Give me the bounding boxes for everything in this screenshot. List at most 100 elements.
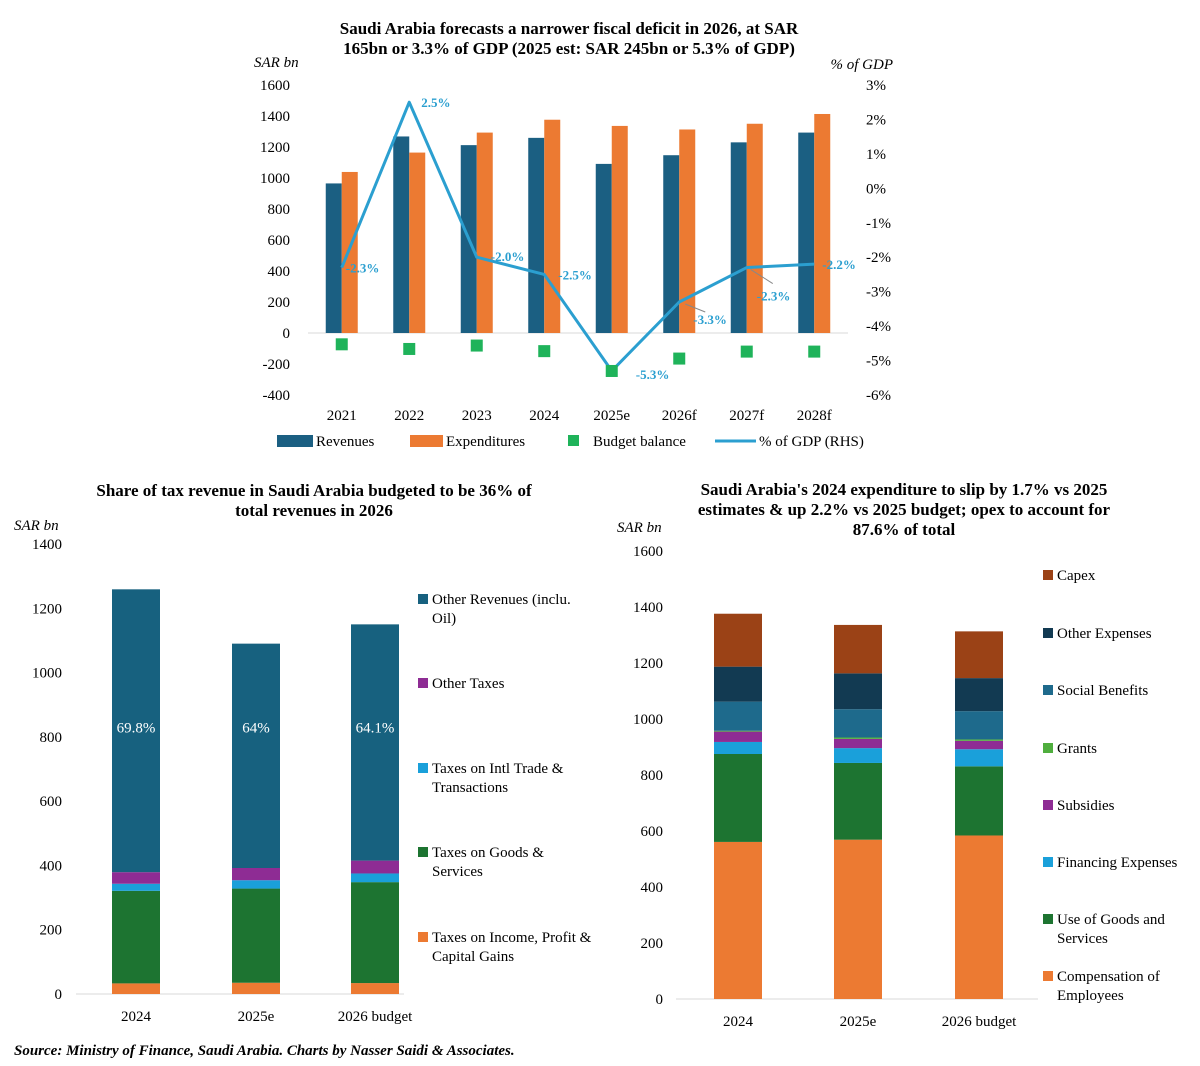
chart2-segment-intl-trade bbox=[112, 883, 160, 891]
fiscal-deficit-chart: Saudi Arabia forecasts a narrower fiscal… bbox=[254, 19, 893, 450]
chart3-legend-swatch bbox=[1043, 743, 1053, 753]
chart2-y-axis-unit: SAR bn bbox=[14, 518, 59, 534]
chart2-y-tick-label: 600 bbox=[40, 794, 63, 810]
chart1-expenditure-bar bbox=[814, 113, 831, 333]
chart3-segment-use-goods bbox=[714, 754, 762, 842]
chart1-label-leader bbox=[685, 303, 706, 313]
chart2-legend-swatch bbox=[418, 763, 428, 773]
chart1-x-tick-label: 2026f bbox=[662, 408, 697, 424]
chart2-legend-label: Transactions bbox=[432, 780, 508, 796]
chart1-expenditure-bar bbox=[409, 152, 426, 333]
chart1-expenditure-bar bbox=[476, 132, 493, 333]
legend-revenues-label: Revenues bbox=[316, 434, 374, 450]
chart1-title-line: 165bn or 3.3% of GDP (2025 est: SAR 245b… bbox=[343, 39, 795, 58]
chart3-y-tick-label: 400 bbox=[641, 880, 664, 896]
chart1-gdp-data-label: -2.2% bbox=[822, 257, 856, 272]
chart1-y-tick-label: 400 bbox=[268, 264, 291, 280]
chart2-y-tick-label: 200 bbox=[40, 923, 63, 939]
chart2-x-tick-label: 2025e bbox=[238, 1009, 275, 1025]
chart1-revenue-bar bbox=[528, 137, 545, 333]
chart3-legend-label: Capex bbox=[1057, 568, 1096, 584]
chart1-label-leader bbox=[750, 269, 774, 284]
chart1-revenue-bar bbox=[798, 132, 815, 333]
chart3-y-tick-label: 1200 bbox=[633, 656, 663, 672]
chart3-title-line: 87.6% of total bbox=[853, 520, 956, 539]
chart1-x-tick-label: 2024 bbox=[529, 408, 560, 424]
chart3-segment-financing bbox=[834, 748, 882, 763]
chart1-x-tick-label: 2022 bbox=[394, 408, 424, 424]
chart3-segment-grants bbox=[955, 739, 1003, 741]
chart1-y2-tick-label: -6% bbox=[866, 388, 891, 404]
chart1-budget-balance-marker bbox=[470, 339, 483, 352]
chart1-gdp-data-label: -2.0% bbox=[491, 249, 525, 264]
chart1-budget-balance-marker bbox=[740, 345, 753, 358]
chart3-legend-swatch bbox=[1043, 570, 1053, 580]
chart3-legend-label: Social Benefits bbox=[1057, 683, 1148, 699]
chart3-legend-swatch bbox=[1043, 914, 1053, 924]
chart3-segment-other-expenses bbox=[834, 673, 882, 710]
chart2-y-tick-label: 0 bbox=[55, 987, 63, 1003]
chart1-y-tick-label: 1600 bbox=[260, 78, 290, 94]
chart3-segment-social-benefits bbox=[714, 701, 762, 731]
chart2-segment-income-profit bbox=[351, 983, 399, 994]
chart1-y-tick-label: -200 bbox=[263, 357, 291, 373]
chart3-legend-swatch bbox=[1043, 685, 1053, 695]
chart1-revenue-bar bbox=[595, 163, 612, 333]
chart1-y-tick-label: 1000 bbox=[260, 171, 290, 187]
chart3-legend-label: Employees bbox=[1057, 988, 1124, 1004]
chart3-x-tick-label: 2025e bbox=[840, 1014, 877, 1030]
chart2-legend-swatch bbox=[418, 594, 428, 604]
chart1-y-tick-label: 1400 bbox=[260, 109, 290, 125]
chart1-y2-axis-unit: % of GDP bbox=[831, 57, 894, 73]
chart1-y2-tick-label: 1% bbox=[866, 147, 886, 163]
chart2-segment-intl-trade bbox=[351, 873, 399, 883]
chart2-segment-other-revenues bbox=[232, 643, 280, 868]
chart2-segment-intl-trade bbox=[232, 880, 280, 889]
chart2-segment-other-revenues bbox=[112, 589, 160, 873]
chart3-segment-other-expenses bbox=[955, 678, 1003, 712]
chart3-segment-compensation bbox=[834, 839, 882, 999]
chart2-segment-other-taxes bbox=[232, 868, 280, 881]
chart1-y2-tick-label: 3% bbox=[866, 78, 886, 94]
chart1-y-tick-label: 0 bbox=[283, 326, 291, 342]
chart2-segment-other-taxes bbox=[112, 872, 160, 884]
legend-budget-balance-swatch bbox=[568, 435, 579, 446]
chart1-y-tick-label: 1200 bbox=[260, 140, 290, 156]
chart1-revenue-bar bbox=[393, 136, 410, 333]
chart2-share-label: 69.8% bbox=[117, 720, 156, 736]
chart2-segment-goods-services bbox=[351, 882, 399, 984]
chart2-legend-label: Other Taxes bbox=[432, 676, 505, 692]
chart1-x-tick-label: 2021 bbox=[327, 408, 357, 424]
chart1-y-tick-label: 600 bbox=[268, 233, 291, 249]
chart1-y2-tick-label: -2% bbox=[866, 250, 891, 266]
chart3-segment-financing bbox=[955, 749, 1003, 767]
chart1-gdp-data-label: -2.3% bbox=[346, 261, 380, 276]
legend-expenditures-swatch bbox=[410, 435, 443, 447]
chart2-y-tick-label: 1400 bbox=[32, 537, 62, 553]
chart3-segment-compensation bbox=[955, 835, 1003, 999]
chart2-y-tick-label: 1200 bbox=[32, 601, 62, 617]
chart1-budget-balance-marker bbox=[335, 338, 348, 351]
chart2-title-line: total revenues in 2026 bbox=[235, 501, 393, 520]
chart3-segment-grants bbox=[714, 730, 762, 732]
chart1-gdp-line bbox=[340, 100, 815, 373]
chart2-y-tick-label: 800 bbox=[40, 730, 63, 746]
chart2-segment-goods-services bbox=[232, 888, 280, 983]
chart1-x-tick-label: 2025e bbox=[593, 408, 630, 424]
chart3-legend-label: Compensation of bbox=[1057, 969, 1160, 985]
chart3-segment-financing bbox=[714, 741, 762, 754]
legend-expenditures-label: Expenditures bbox=[446, 434, 525, 450]
chart1-y-tick-label: -400 bbox=[263, 388, 291, 404]
chart1-y2-tick-label: 0% bbox=[866, 181, 886, 197]
chart2-segment-other-revenues bbox=[351, 624, 399, 861]
chart1-y2-tick-label: -4% bbox=[866, 319, 891, 335]
chart3-legend-label: Services bbox=[1057, 931, 1108, 947]
chart2-legend-label: Taxes on Goods & bbox=[432, 845, 544, 861]
chart2-legend-swatch bbox=[418, 678, 428, 688]
chart1-revenue-bar bbox=[325, 183, 342, 333]
chart2-share-label: 64% bbox=[242, 720, 270, 736]
chart3-title-line: Saudi Arabia's 2024 expenditure to slip … bbox=[701, 480, 1108, 499]
chart3-legend-label: Financing Expenses bbox=[1057, 855, 1178, 871]
chart1-budget-balance-marker bbox=[605, 364, 618, 377]
